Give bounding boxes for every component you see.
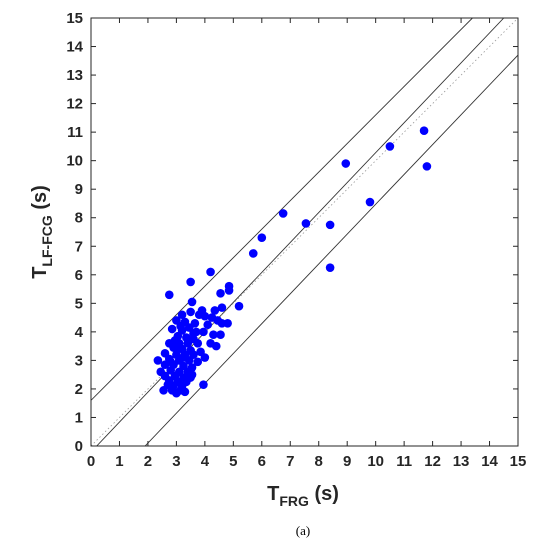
data-point (211, 341, 221, 351)
y-tick-label: 9 (75, 181, 83, 198)
x-tick-label: 3 (172, 453, 180, 470)
x-tick-label: 6 (258, 453, 266, 470)
x-axis-label-subscript: FRG (279, 493, 309, 509)
data-point (193, 338, 203, 348)
tick-labels: 0 1 2 3 4 5 6 7 8 9 10 11 12 13 14 15012345678910111213… (66, 10, 526, 470)
data-point (197, 306, 207, 315)
data-point (216, 330, 225, 340)
data-point (166, 357, 176, 367)
data-point (163, 380, 173, 389)
data-points (153, 126, 432, 398)
y-axis-label: TLF-FCG (s) (29, 185, 55, 279)
data-point (422, 162, 432, 171)
data-point (341, 159, 351, 168)
y-tick-label: 4 (75, 324, 84, 341)
y-tick-label: 6 (75, 267, 83, 284)
x-tick-label: 4 (201, 453, 210, 470)
data-point (301, 219, 311, 228)
data-point (257, 233, 267, 243)
data-point (172, 388, 181, 398)
data-point (164, 290, 174, 300)
reference-line-2 (96, 18, 505, 446)
x-tick-label: 11 (396, 453, 412, 470)
axes (90, 17, 519, 447)
x-tick-label: 1 (115, 453, 123, 470)
x-tick-label: 2 (144, 453, 152, 470)
x-tick-label: 5 (229, 453, 237, 470)
data-point (325, 220, 335, 230)
x-tick-label: 0 (87, 453, 95, 470)
data-point (248, 249, 258, 258)
y-tick-label: 14 (66, 39, 83, 56)
data-point (186, 307, 195, 317)
reference-line-1 (91, 18, 473, 401)
data-point (210, 306, 220, 315)
data-point (365, 197, 375, 207)
data-point (199, 327, 208, 337)
x-tick-label: 9 (343, 453, 351, 470)
data-point (180, 387, 190, 397)
x-tick-label: 10 (367, 453, 384, 470)
data-point (170, 336, 180, 345)
y-axis-label-main: T (29, 267, 51, 279)
data-point (419, 126, 429, 136)
x-tick-label: 12 (424, 453, 441, 470)
plot-frame (90, 17, 519, 447)
data-point (193, 357, 203, 367)
data-point (177, 310, 187, 320)
reference-lines (91, 18, 518, 446)
y-axis-label-unit: (s) (29, 185, 51, 215)
x-tick-label: 8 (315, 453, 323, 470)
data-point (176, 321, 185, 331)
data-point (216, 289, 225, 298)
y-tick-label: 0 (75, 438, 83, 455)
data-point (217, 303, 227, 312)
data-point (167, 324, 177, 334)
data-point (209, 330, 218, 340)
y-tick-label: 2 (75, 381, 83, 398)
data-point (174, 343, 184, 352)
reference-line-3 (91, 18, 518, 446)
data-point (385, 142, 395, 151)
data-point (186, 277, 195, 287)
y-tick-label: 7 (75, 238, 83, 255)
x-tick-label: 14 (481, 453, 498, 470)
data-point (186, 373, 195, 382)
y-tick-label: 11 (67, 124, 83, 141)
x-axis-label-unit: (s) (309, 483, 339, 505)
data-point (234, 301, 244, 311)
y-tick-label: 15 (66, 10, 83, 27)
x-axis-label-main: T (267, 483, 279, 505)
y-tick-label: 1 (75, 409, 83, 426)
data-point (325, 263, 335, 272)
data-point (224, 286, 234, 295)
y-tick-label: 12 (66, 96, 83, 113)
data-point (223, 319, 232, 328)
y-tick-label: 3 (75, 352, 83, 369)
x-tick-label: 15 (510, 453, 527, 470)
y-tick-label: 10 (66, 153, 83, 170)
data-point (153, 356, 163, 365)
data-point (278, 209, 288, 218)
y-tick-label: 5 (75, 295, 83, 312)
x-axis-label: TFRG (s) (267, 483, 339, 509)
data-point (187, 297, 197, 307)
data-point (179, 353, 188, 362)
reference-line-4 (144, 54, 518, 446)
x-tick-label: 13 (453, 453, 470, 470)
data-point (199, 380, 208, 389)
y-tick-label: 13 (66, 67, 83, 84)
data-point (200, 353, 210, 362)
data-point (203, 320, 213, 330)
data-point (183, 338, 193, 348)
x-tick-label: 7 (286, 453, 294, 470)
data-point (189, 328, 198, 338)
y-tick-label: 8 (75, 210, 83, 227)
y-axis-label-subscript: LF-FCG (39, 215, 55, 266)
figure-caption: (a) (296, 523, 310, 538)
data-point (206, 267, 215, 277)
